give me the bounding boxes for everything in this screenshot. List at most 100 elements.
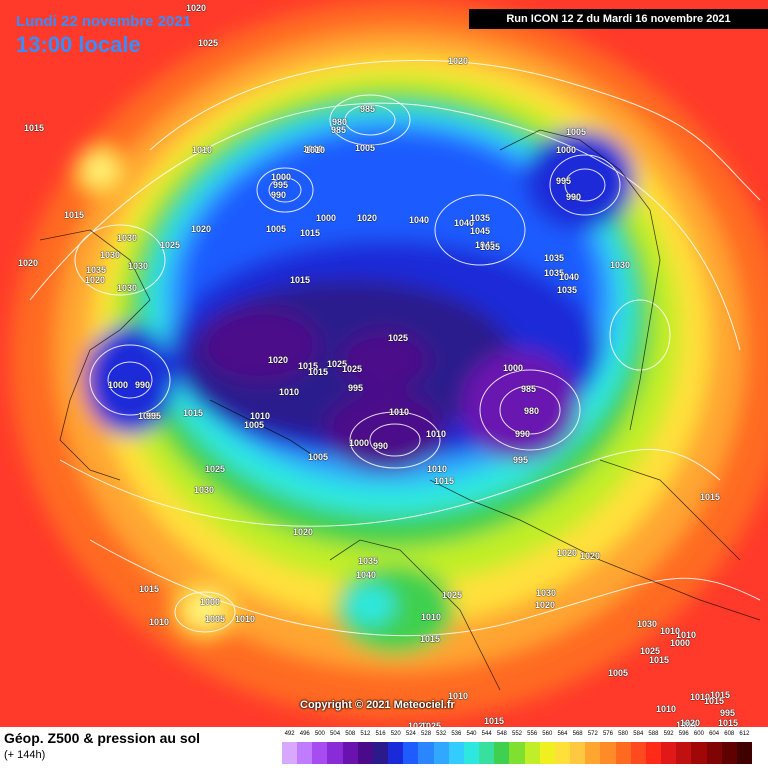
scale-label: 496 bbox=[299, 731, 310, 737]
scale-swatch bbox=[282, 742, 298, 764]
pressure-label: 1015 bbox=[139, 584, 160, 594]
scale-swatch bbox=[554, 742, 571, 764]
scale-label: 600 bbox=[693, 731, 704, 737]
pressure-label: 1010 bbox=[426, 429, 447, 439]
forecast-range: (+ 144h) bbox=[4, 749, 46, 761]
pressure-label: 1000 bbox=[316, 213, 337, 223]
pressure-label: 1020 bbox=[186, 3, 207, 13]
pressure-label: 1025 bbox=[640, 646, 661, 656]
pressure-label: 1000 bbox=[271, 172, 292, 182]
pressure-label: 1010 bbox=[389, 407, 410, 417]
pressure-label: 1005 bbox=[266, 224, 287, 234]
scale-swatch bbox=[524, 742, 541, 764]
pressure-label: 1005 bbox=[355, 143, 376, 153]
pressure-label: 1030 bbox=[194, 485, 215, 495]
scale-label: 532 bbox=[436, 731, 447, 737]
pressure-label: 990 bbox=[271, 190, 287, 200]
pressure-label: 1010 bbox=[660, 626, 681, 636]
pressure-label: 1015 bbox=[24, 123, 45, 133]
scale-swatch bbox=[403, 742, 419, 764]
pressure-label: 1025 bbox=[327, 359, 348, 369]
pressure-label: 1035 bbox=[358, 556, 379, 566]
scale-swatch bbox=[570, 742, 586, 764]
scale-label: 584 bbox=[633, 731, 644, 737]
pressure-label: 1010 bbox=[690, 692, 711, 702]
scale-label: 596 bbox=[678, 731, 689, 737]
pressure-label: 1035 bbox=[544, 253, 565, 263]
pressure-label: 1035 bbox=[544, 268, 565, 278]
pressure-label: 995 bbox=[556, 176, 572, 186]
pressure-label: 1030 bbox=[128, 261, 149, 271]
scale-swatch bbox=[706, 742, 723, 764]
pressure-label: 1025 bbox=[388, 333, 409, 343]
pressure-label: 995 bbox=[348, 383, 364, 393]
pressure-label: 980 bbox=[332, 117, 348, 127]
pressure-label: 1035 bbox=[557, 285, 578, 295]
pressure-label: 1020 bbox=[357, 213, 378, 223]
pressure-label: 1030 bbox=[536, 588, 557, 598]
pressure-label: 1020 bbox=[293, 527, 314, 537]
pressure-label: 1030 bbox=[610, 260, 631, 270]
pressure-label: 1005 bbox=[308, 452, 329, 462]
scale-label: 516 bbox=[375, 731, 386, 737]
pressure-label: 1010 bbox=[448, 691, 469, 701]
pressure-label: 1010 bbox=[235, 614, 256, 624]
scale-swatch bbox=[676, 742, 692, 764]
scale-swatch bbox=[539, 742, 556, 764]
scale-label: 548 bbox=[496, 731, 507, 737]
scale-label: 492 bbox=[284, 731, 295, 737]
scale-swatch bbox=[463, 742, 480, 764]
scale-label: 572 bbox=[587, 731, 598, 737]
pressure-label: 1005 bbox=[138, 411, 159, 421]
pressure-label: 1005 bbox=[205, 614, 226, 624]
pressure-label: 1005 bbox=[566, 127, 587, 137]
pressure-label: 1030 bbox=[637, 619, 658, 629]
pressure-label: 1000 bbox=[556, 145, 577, 155]
pressure-label: 1030 bbox=[100, 250, 121, 260]
pressure-label: 1035 bbox=[470, 213, 491, 223]
pressure-label: 1030 bbox=[117, 233, 138, 243]
scale-label: 508 bbox=[345, 731, 356, 737]
pressure-label: 1005 bbox=[244, 420, 265, 430]
scale-label: 556 bbox=[527, 731, 538, 737]
pressure-label: 1020 bbox=[85, 275, 106, 285]
pressure-label: 1015 bbox=[420, 634, 441, 644]
scale-swatch bbox=[357, 742, 374, 764]
pressure-label: 1030 bbox=[117, 283, 138, 293]
pressure-label: 1015 bbox=[484, 716, 505, 726]
scale-swatch bbox=[372, 742, 389, 764]
scale-swatch bbox=[661, 742, 677, 764]
scale-swatch bbox=[388, 742, 404, 764]
pressure-label: 995 bbox=[720, 708, 736, 718]
pressure-label: 985 bbox=[521, 384, 537, 394]
scale-label: 504 bbox=[330, 731, 341, 737]
scale-swatch bbox=[327, 742, 344, 764]
pressure-label: 1015 bbox=[649, 655, 670, 665]
pressure-label: 1010 bbox=[656, 704, 677, 714]
pressure-label: 1040 bbox=[454, 218, 475, 228]
pressure-label: 1015 bbox=[298, 361, 319, 371]
pressure-label: 1005 bbox=[676, 720, 697, 727]
pressure-label: 1000 bbox=[108, 380, 129, 390]
pressure-label: 1010 bbox=[305, 145, 326, 155]
scale-swatch bbox=[615, 742, 632, 764]
pressure-label: 1015 bbox=[308, 367, 329, 377]
scale-label: 544 bbox=[481, 731, 492, 737]
pressure-label: 1020 bbox=[448, 56, 469, 66]
pressure-label: 1020 bbox=[408, 721, 429, 727]
scale-swatch bbox=[600, 742, 617, 764]
color-scale: 492 496 500 504 508 512 516 520 524 528 532 536 540 5… bbox=[282, 731, 753, 765]
pressure-label: 995 bbox=[273, 180, 289, 190]
pressure-label: 1025 bbox=[342, 364, 363, 374]
pressure-label: 1025 bbox=[160, 240, 181, 250]
pressure-label: 1010 bbox=[192, 145, 213, 155]
scale-swatch bbox=[721, 742, 738, 764]
pressure-label: 995 bbox=[146, 411, 162, 421]
pressure-label: 1010 bbox=[250, 411, 271, 421]
pressure-label: 1015 bbox=[290, 275, 311, 285]
scale-swatch bbox=[448, 742, 465, 764]
weather-map: Lundi 22 novembre 2021 13:00 locale Run … bbox=[0, 0, 768, 727]
pressure-label: 1000 bbox=[200, 597, 221, 607]
geopotential-field bbox=[10, 0, 768, 720]
scale-swatch bbox=[433, 742, 450, 764]
